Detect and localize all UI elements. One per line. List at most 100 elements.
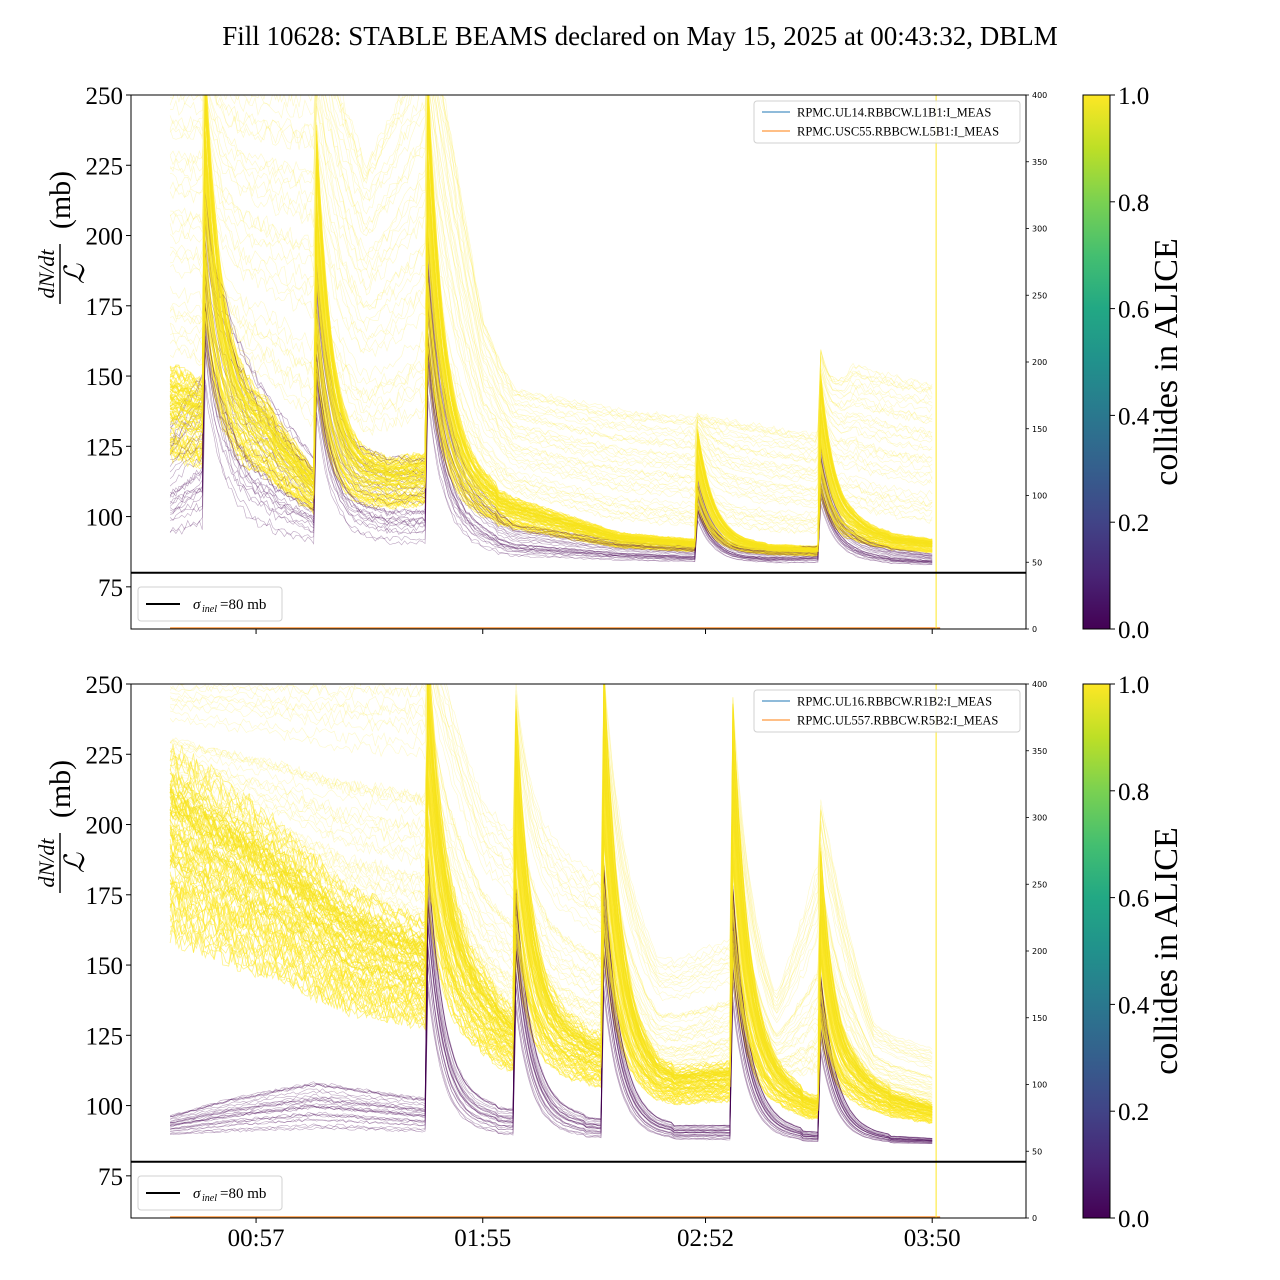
panel-1-ylabel-numerator: dN/dt [34,249,59,299]
panel-1-trace-faint [169,95,933,462]
panel-1-colorbar-tick-label: 1.0 [1118,83,1149,110]
panel-2-trace-faint [169,726,933,1085]
panel-2-colorbar-tick-label: 0.6 [1118,886,1149,913]
panel-2-trace-purple [169,897,933,1141]
panel-2-y2tick-label: 150 [1032,1014,1047,1023]
panel-2-trace-core [169,857,933,1121]
panel-1-trace-purple [169,323,933,563]
panel-1-trace-purple [169,379,933,565]
panel-1-trace-faint [169,130,933,497]
panel-1-trace-faint [336,95,933,443]
panel-2-trace-core [170,835,933,1119]
panel-1: 75 100 125 150 175 200 225 250 0 50 100 150 200 250 30… [34,83,1185,644]
panel-2-trace-purple [170,915,933,1142]
panel-1-trace-faint [169,135,933,502]
panel-2-trace-bright [170,696,933,1108]
panel-2-trace-core [169,812,933,1118]
panel-1-y2tick-label: 300 [1032,225,1047,234]
panel-2-trace-bright [169,728,933,1111]
panel-1-ytick-label: 250 [86,83,124,110]
panel-1-trace-faint [169,95,933,473]
panel-1-trace-faint [169,260,933,534]
panel-2-trace-bright [169,684,933,1108]
panel-2-xtick-label: 03:50 [904,1225,961,1252]
panel-2-trace-purple [170,949,933,1143]
panel-1-trace-core [169,324,933,557]
panel-2-trace-purple [170,864,933,1139]
panel-2-ytick-label: 125 [86,1023,124,1050]
panel-1-trace-faint [333,95,933,444]
panel-2-ytick-label: 75 [98,1164,123,1191]
panel-1-trace-faint [169,199,933,520]
panel-1-trace-faint [170,95,933,456]
panel-1-trace-faint [169,243,933,530]
panel-1-trace-faint [170,105,933,491]
panel-1-y2tick-label: 100 [1032,492,1047,501]
panel-2-trace-purple [170,924,933,1142]
panel-1-colorbar-tick-label: 0.6 [1118,297,1149,324]
panel-2-trace-faint [169,762,933,1090]
panel-1-trace-faint [169,165,933,509]
panel-2-xtick-label: 00:57 [228,1225,285,1252]
panel-2-trace-bright [169,859,933,1116]
panel-2-trace-purple [170,901,933,1141]
panel-1-trace-purple [169,329,933,563]
panel-1-trace-faint [169,95,933,483]
panel-2-colorbar-tick-label: 0.2 [1118,1099,1149,1126]
panel-1-trace-faint [169,105,933,491]
panel-1-ytick-label: 75 [98,575,123,602]
panel-2-trace-faint [170,684,933,1063]
panel-2-trace-faint [169,684,933,1059]
panel-2-ytick-label: 250 [86,672,124,699]
panel-2-trace-faint [169,698,933,1078]
panel-1-ytick-label: 125 [86,434,124,461]
panel-2-trace-faint [169,778,933,1093]
panel-2-ylabel: dN/dt ℒ (mb) [34,760,91,893]
panel-2-trace-core [170,914,933,1124]
panel-2-trace-bright [169,772,933,1113]
panel-2-trace-bright [169,835,933,1115]
panel-1-sigma-value: =80 mb [220,597,266,613]
panel-2-trace-faint [170,789,933,1098]
panel-2-legend-entry: RPMC.UL557.RBBCW.R5B2:I_MEAS [797,714,998,728]
panel-1-trace-faint [169,234,933,529]
panel-2-colorbar-tick-label: 0.0 [1118,1206,1149,1233]
panel-1-trace-bright [169,173,933,551]
panel-1-trace-purple [169,352,933,564]
panel-1-colorbar-gradient [1082,94,1111,630]
panel-2-trace-purple [169,907,933,1141]
panel-2-trace-faint [170,699,933,1080]
panel-2-trace-faint [439,684,933,1055]
panel-2-ytick-label: 225 [86,742,124,769]
panel-2-trace-purple [169,856,933,1139]
panel-1-trace-faint [169,95,933,451]
panel-2-trace-core [170,684,933,1104]
panel-1-trace-faint [170,206,933,523]
panel-2-trace-faint [169,684,933,1058]
panel-1-trace-faint [169,95,933,461]
panel-1-y2tick-label: 350 [1032,158,1047,167]
panel-1-trace-purple [169,335,933,563]
panel-2: 75 100 125 150 175 200 225 250 0 50 100 150 200 250 30… [34,672,1185,1252]
panel-2-trace-purple [170,951,933,1143]
panel-2-trace-faint [169,737,933,1087]
panel-1-legend: RPMC.UL14.RBBCW.L1B1:I_MEAS RPMC.USC55.RB… [753,100,1021,144]
panel-1-trace-bright [169,104,933,549]
panel-2-trace-faint [170,781,933,1095]
panel-2-trace-bright [169,743,933,1112]
panel-2-trace-purple [170,925,933,1142]
panel-1-trace-core [169,95,933,549]
panel-1-trace-faint [342,95,933,437]
panel-2-trace-purple [170,863,933,1139]
panel-2-trace-faint [169,758,933,1090]
panel-2-trace-purple [170,904,933,1141]
panel-2-trace-purple [170,928,933,1142]
panel-2-y2tick-label: 0 [1032,1214,1037,1223]
panel-2-trace-faint [169,695,933,1078]
panel-2-xtick-label: 01:55 [454,1225,511,1252]
panel-1-sigma-subscript: inel [202,604,217,615]
panel-1-trace-purple [170,349,933,564]
panel-2-y2tick-label: 250 [1032,880,1047,889]
panel-2-trace-purple [170,859,933,1139]
